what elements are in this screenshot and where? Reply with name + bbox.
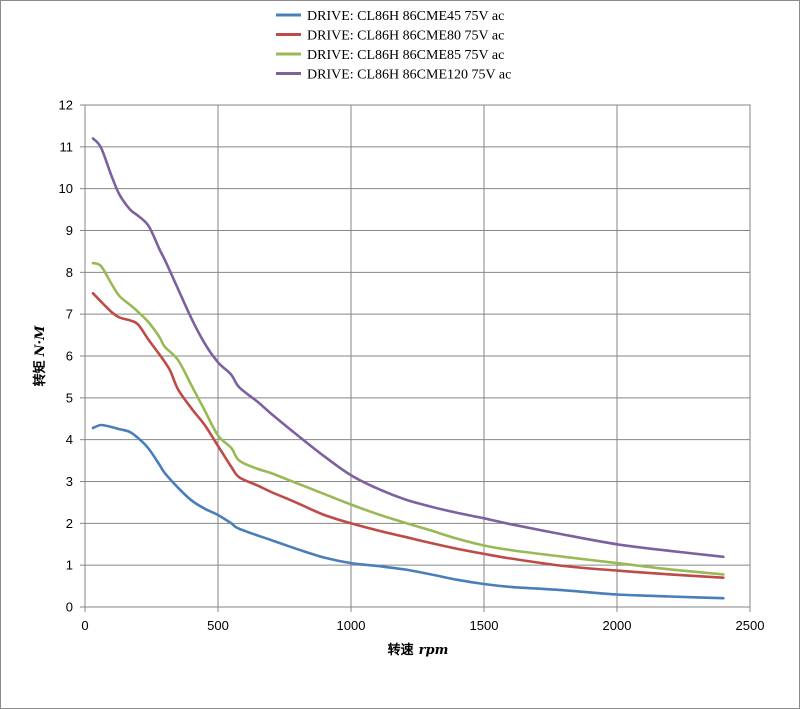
- x-tick-label: 1000: [337, 618, 366, 633]
- series-line-1: [91, 292, 725, 579]
- x-axis-title-unit: rpm: [419, 643, 449, 658]
- y-tick-label: 1: [66, 558, 73, 573]
- y-tick-label: 11: [60, 139, 74, 154]
- y-tick-label: 7: [66, 307, 73, 322]
- legend-label-0: DRIVE: CL86H 86CME45 75V ac: [307, 9, 504, 24]
- y-tick-label: 6: [66, 349, 73, 364]
- y-axis-title-label: 转矩: [32, 360, 48, 386]
- series-line-0: [91, 423, 725, 600]
- y-tick-label: 0: [66, 600, 73, 615]
- y-tick-label: 3: [66, 474, 73, 489]
- y-tick-label: 9: [66, 223, 73, 238]
- series-line-3: [91, 137, 725, 559]
- x-tick-label: 1500: [470, 618, 499, 633]
- y-tick-label: 10: [59, 181, 73, 196]
- x-tick-label: 0: [81, 618, 88, 633]
- y-axis-title-unit: N·M: [33, 325, 48, 357]
- x-axis-title: 转速 rpm: [388, 642, 449, 658]
- y-axis-title: 转矩 N·M: [32, 325, 48, 386]
- y-tick-label: 12: [59, 98, 73, 113]
- x-tick-label: 500: [207, 618, 229, 633]
- y-tick-label: 8: [66, 265, 73, 280]
- y-tick-label: 4: [66, 432, 73, 447]
- y-tick-label: 2: [66, 516, 73, 531]
- y-tick-label: 5: [66, 390, 73, 405]
- x-tick-label: 2000: [603, 618, 632, 633]
- legend-label-2: DRIVE: CL86H 86CME85 75V ac: [307, 48, 504, 63]
- x-axis-title-label: 转速: [388, 642, 414, 658]
- legend-label-1: DRIVE: CL86H 86CME80 75V ac: [307, 29, 504, 44]
- series-line-2: [91, 261, 725, 576]
- x-tick-label: 2500: [736, 618, 765, 633]
- legend-label-3: DRIVE: CL86H 86CME120 75V ac: [307, 68, 511, 83]
